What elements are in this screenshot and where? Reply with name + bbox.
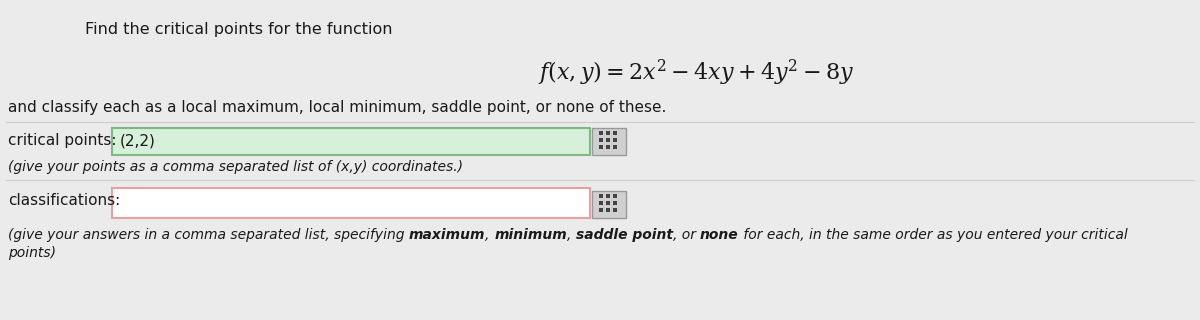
Text: (give your answers in a comma separated list, specifying: (give your answers in a comma separated … bbox=[8, 228, 409, 242]
FancyBboxPatch shape bbox=[606, 138, 610, 142]
Text: ,: , bbox=[485, 228, 494, 242]
FancyBboxPatch shape bbox=[606, 145, 610, 149]
Text: saddle point: saddle point bbox=[576, 228, 673, 242]
FancyBboxPatch shape bbox=[613, 194, 617, 198]
FancyBboxPatch shape bbox=[613, 208, 617, 212]
Text: points): points) bbox=[8, 246, 56, 260]
FancyBboxPatch shape bbox=[613, 201, 617, 205]
Text: Find the critical points for the function: Find the critical points for the functio… bbox=[85, 22, 392, 37]
Text: and classify each as a local maximum, local minimum, saddle point, or none of th: and classify each as a local maximum, lo… bbox=[8, 100, 666, 115]
FancyBboxPatch shape bbox=[606, 201, 610, 205]
FancyBboxPatch shape bbox=[599, 138, 604, 142]
Text: minimum: minimum bbox=[494, 228, 566, 242]
FancyBboxPatch shape bbox=[112, 128, 590, 155]
FancyBboxPatch shape bbox=[613, 138, 617, 142]
FancyBboxPatch shape bbox=[112, 188, 590, 218]
Text: (2,2): (2,2) bbox=[120, 134, 156, 149]
Text: critical points:: critical points: bbox=[8, 133, 116, 148]
FancyBboxPatch shape bbox=[599, 194, 604, 198]
Text: none: none bbox=[700, 228, 739, 242]
FancyBboxPatch shape bbox=[606, 194, 610, 198]
FancyBboxPatch shape bbox=[606, 131, 610, 135]
Text: classifications:: classifications: bbox=[8, 193, 120, 208]
FancyBboxPatch shape bbox=[613, 131, 617, 135]
FancyBboxPatch shape bbox=[599, 131, 604, 135]
Text: for each, in the same order as you entered your critical: for each, in the same order as you enter… bbox=[739, 228, 1127, 242]
Text: ,: , bbox=[566, 228, 576, 242]
Text: (give your points as a comma separated list of (x,y) coordinates.): (give your points as a comma separated l… bbox=[8, 160, 463, 174]
Text: , or: , or bbox=[673, 228, 700, 242]
FancyBboxPatch shape bbox=[599, 208, 604, 212]
FancyBboxPatch shape bbox=[606, 208, 610, 212]
FancyBboxPatch shape bbox=[592, 128, 626, 155]
FancyBboxPatch shape bbox=[599, 201, 604, 205]
FancyBboxPatch shape bbox=[599, 145, 604, 149]
FancyBboxPatch shape bbox=[613, 145, 617, 149]
FancyBboxPatch shape bbox=[592, 191, 626, 218]
Text: $f(x, y) = 2x^2 - 4xy + 4y^2 - 8y$: $f(x, y) = 2x^2 - 4xy + 4y^2 - 8y$ bbox=[538, 58, 854, 88]
Text: maximum: maximum bbox=[409, 228, 485, 242]
